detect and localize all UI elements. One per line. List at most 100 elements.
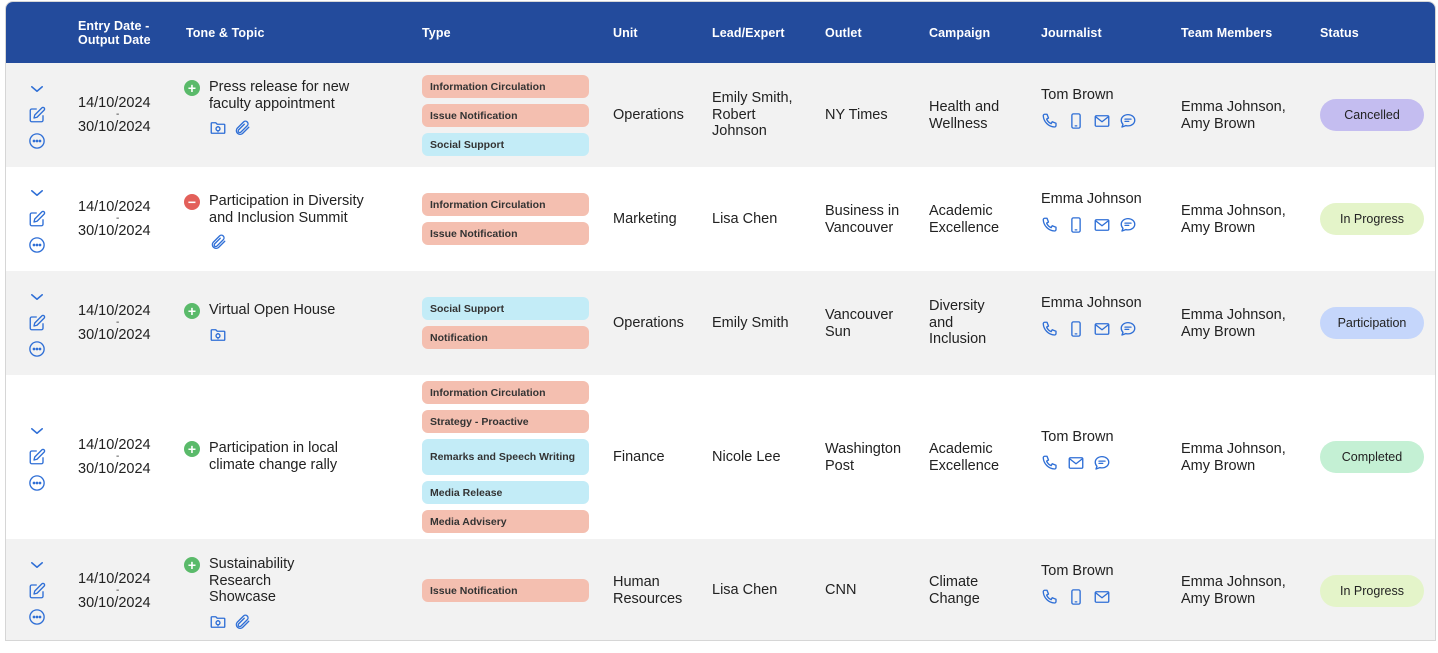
table-row[interactable]: 14/10/2024-30/10/2024 + Virtual Open House… (6, 271, 1435, 375)
journalist-name: Tom Brown (1041, 429, 1114, 445)
phone-icon[interactable] (1041, 454, 1059, 472)
expand-row-button[interactable] (27, 287, 47, 307)
more-options-button[interactable] (27, 607, 47, 627)
folder-icon[interactable] (209, 326, 227, 344)
more-options-button[interactable] (27, 235, 47, 255)
edit-icon (28, 106, 46, 124)
column-header-lead[interactable]: Lead/Expert (712, 25, 785, 40)
email-icon[interactable] (1093, 112, 1111, 130)
column-header-tone-topic[interactable]: Tone & Topic (186, 25, 265, 40)
edit-row-button[interactable] (27, 447, 47, 467)
journalist-cell: Emma Johnson (1041, 191, 1176, 234)
date-separator: - (116, 213, 120, 224)
phone-icon[interactable] (1041, 112, 1059, 130)
table-row[interactable]: 14/10/2024-30/10/2024 + Press release for … (6, 63, 1435, 167)
type-tag: Information Circulation (422, 193, 589, 216)
edit-row-button[interactable] (27, 209, 47, 229)
chat-icon[interactable] (1119, 216, 1137, 234)
column-header-journalist[interactable]: Journalist (1041, 25, 1102, 40)
expand-row-button[interactable] (27, 421, 47, 441)
status-badge[interactable]: In Progress (1320, 203, 1424, 235)
topic-title[interactable]: Sustainability Research Showcase (209, 556, 295, 605)
campaign-cell: Climate Change (929, 574, 980, 607)
chat-icon[interactable] (1093, 454, 1111, 472)
topic-title[interactable]: Press release for new faculty appointmen… (209, 79, 350, 112)
table-row[interactable]: 14/10/2024-30/10/2024 + Sustainability Res… (6, 539, 1435, 640)
column-header-outlet[interactable]: Outlet (825, 25, 862, 40)
email-icon[interactable] (1093, 216, 1111, 234)
phone-icon[interactable] (1041, 320, 1059, 338)
expand-row-button[interactable] (27, 555, 47, 575)
entry-date: 14/10/2024 (78, 437, 151, 453)
row-actions (26, 287, 48, 359)
entry-date: 14/10/2024 (78, 95, 151, 111)
chat-icon[interactable] (1119, 320, 1137, 338)
mobile-icon[interactable] (1067, 112, 1085, 130)
edit-row-button[interactable] (27, 105, 47, 125)
journalist-cell: Tom Brown (1041, 563, 1176, 606)
status-badge[interactable]: Completed (1320, 441, 1424, 473)
edit-icon (28, 448, 46, 466)
journalist-name: Tom Brown (1041, 87, 1114, 103)
folder-icon[interactable] (209, 613, 227, 631)
phone-icon[interactable] (1041, 216, 1059, 234)
entry-date: 14/10/2024 (78, 199, 151, 215)
chevron-down-icon (28, 184, 46, 202)
topic-title[interactable]: Participation in local climate change ra… (209, 440, 338, 473)
team-members-cell: Emma Johnson, Amy Brown (1181, 574, 1286, 607)
more-options-button[interactable] (27, 473, 47, 493)
more-icon (28, 608, 46, 626)
column-header-status[interactable]: Status (1320, 25, 1359, 40)
chat-icon[interactable] (1119, 112, 1137, 130)
type-tag: Strategy - Proactive (422, 410, 589, 433)
mobile-icon[interactable] (1067, 588, 1085, 606)
topic-title[interactable]: Virtual Open House (209, 302, 336, 318)
paperclip-icon[interactable] (209, 233, 227, 251)
column-header-campaign[interactable]: Campaign (929, 25, 991, 40)
topic-title[interactable]: Participation in Diversity and Inclusion… (209, 193, 364, 226)
edit-icon (28, 582, 46, 600)
table-row[interactable]: 14/10/2024-30/10/2024 + Participation in l… (6, 375, 1435, 539)
lead-expert-cell: Emily Smith, Robert Johnson (712, 90, 793, 139)
mobile-icon[interactable] (1067, 320, 1085, 338)
column-header-type[interactable]: Type (422, 25, 451, 40)
mobile-icon[interactable] (1067, 216, 1085, 234)
more-options-button[interactable] (27, 339, 47, 359)
column-header-unit[interactable]: Unit (613, 25, 638, 40)
status-badge[interactable]: In Progress (1320, 575, 1424, 607)
more-icon (28, 236, 46, 254)
campaign-cell: Academic Excellence (929, 441, 1000, 474)
outlet-cell: Vancouver Sun (825, 307, 894, 340)
expand-row-button[interactable] (27, 183, 47, 203)
column-header-team[interactable]: Team Members (1181, 25, 1273, 40)
edit-row-button[interactable] (27, 313, 47, 333)
output-date: 30/10/2024 (78, 327, 151, 343)
journalist-cell: Emma Johnson (1041, 295, 1176, 338)
paperclip-icon[interactable] (233, 613, 251, 631)
date-range: 14/10/2024-30/10/2024 (78, 302, 173, 344)
unit-cell: Operations (613, 315, 684, 331)
paperclip-icon[interactable] (233, 119, 251, 137)
campaign-cell: Diversity and Inclusion (929, 298, 987, 347)
status-badge[interactable]: Cancelled (1320, 99, 1424, 131)
tone-positive-icon: + (184, 441, 200, 457)
phone-icon[interactable] (1041, 588, 1059, 606)
table-row[interactable]: 14/10/2024-30/10/2024− Participation in D… (6, 167, 1435, 271)
edit-icon (28, 210, 46, 228)
chevron-down-icon (28, 80, 46, 98)
status-badge[interactable]: Participation (1320, 307, 1424, 339)
email-icon[interactable] (1093, 588, 1111, 606)
more-options-button[interactable] (27, 131, 47, 151)
edit-row-button[interactable] (27, 581, 47, 601)
type-tag: Information Circulation (422, 75, 589, 98)
contact-icons (1041, 588, 1176, 606)
lead-expert-cell: Emily Smith (712, 315, 789, 331)
column-header-dates[interactable]: Entry Date - Output Date (78, 2, 178, 63)
lead-expert-cell: Lisa Chen (712, 582, 778, 598)
email-icon[interactable] (1093, 320, 1111, 338)
type-tag: Information Circulation (422, 381, 589, 404)
email-icon[interactable] (1067, 454, 1085, 472)
folder-icon[interactable] (209, 119, 227, 137)
chevron-down-icon (28, 288, 46, 306)
expand-row-button[interactable] (27, 79, 47, 99)
